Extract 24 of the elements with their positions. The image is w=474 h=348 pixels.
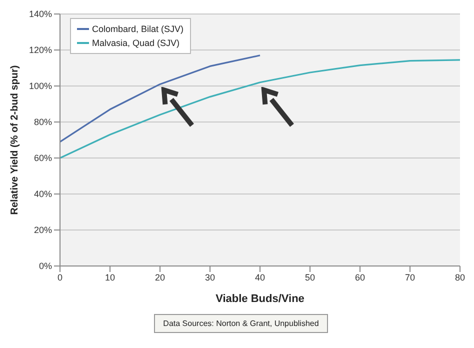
x-tick-label: 10 (104, 272, 116, 282)
x-tick-label: 30 (204, 272, 216, 282)
legend-label: Colombard, Bilat (SJV) (92, 23, 184, 36)
x-tick-label: 60 (354, 272, 366, 282)
line-series (60, 54, 261, 143)
y-tick-label: 100% (28, 81, 52, 92)
y-tick-label: 120% (28, 45, 52, 56)
y-tick-label: 80% (34, 117, 52, 128)
legend-label: Malvasia, Quad (SJV) (92, 37, 180, 50)
x-tick-label: 80 (454, 272, 466, 282)
x-axis-title: Viable Buds/Vine (216, 293, 304, 305)
y-tick-label: 20% (34, 225, 52, 236)
y-tick-label: 40% (34, 189, 52, 200)
x-tick-label: 20 (154, 272, 166, 282)
x-tick-label: 40 (254, 272, 266, 282)
x-tick-label: 70 (404, 272, 416, 282)
line-series (60, 59, 460, 159)
text: Data Sources: Norton & Grant, Unpublished (154, 314, 328, 333)
y-axis-title: Relative Yield (% of 2-bud spur) (10, 65, 21, 215)
y-tick-label: 0% (38, 261, 52, 272)
y-tick-label: 60% (34, 153, 52, 164)
x-tick-label: 0 (57, 272, 63, 282)
y-tick-label: 140% (28, 9, 52, 20)
x-tick-label: 50 (304, 272, 316, 282)
